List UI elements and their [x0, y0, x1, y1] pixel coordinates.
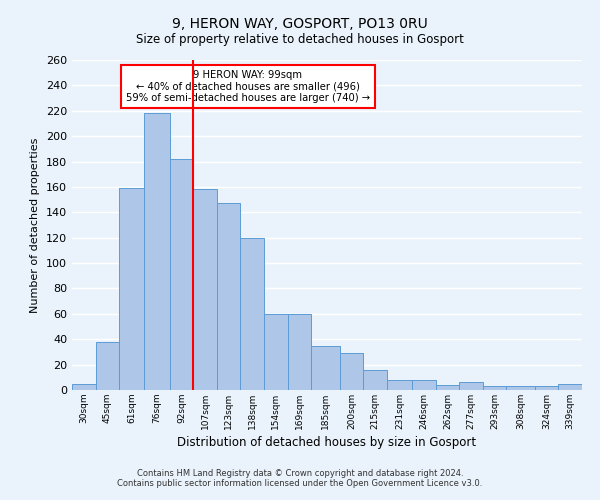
Text: Size of property relative to detached houses in Gosport: Size of property relative to detached ho…	[136, 32, 464, 46]
Bar	[340, 353, 363, 390]
Bar	[170, 159, 193, 390]
Bar	[363, 370, 387, 390]
Bar	[193, 190, 217, 390]
Bar	[145, 114, 170, 390]
Bar	[119, 188, 145, 390]
Bar	[311, 346, 340, 390]
Bar	[287, 314, 311, 390]
Y-axis label: Number of detached properties: Number of detached properties	[31, 138, 40, 312]
Bar	[95, 342, 119, 390]
Text: 9, HERON WAY, GOSPORT, PO13 0RU: 9, HERON WAY, GOSPORT, PO13 0RU	[172, 16, 428, 30]
Bar	[459, 382, 483, 390]
Bar	[559, 384, 582, 390]
Bar	[436, 385, 459, 390]
Bar	[506, 386, 535, 390]
Bar	[217, 204, 241, 390]
Text: Contains public sector information licensed under the Open Government Licence v3: Contains public sector information licen…	[118, 479, 482, 488]
Bar	[387, 380, 412, 390]
Bar	[483, 386, 506, 390]
Bar	[412, 380, 436, 390]
Bar	[241, 238, 264, 390]
Bar	[264, 314, 287, 390]
Bar	[72, 384, 95, 390]
Bar	[535, 386, 559, 390]
Text: Contains HM Land Registry data © Crown copyright and database right 2024.: Contains HM Land Registry data © Crown c…	[137, 469, 463, 478]
X-axis label: Distribution of detached houses by size in Gosport: Distribution of detached houses by size …	[178, 436, 476, 449]
Text: 9 HERON WAY: 99sqm
← 40% of detached houses are smaller (496)
59% of semi-detach: 9 HERON WAY: 99sqm ← 40% of detached hou…	[126, 70, 370, 103]
